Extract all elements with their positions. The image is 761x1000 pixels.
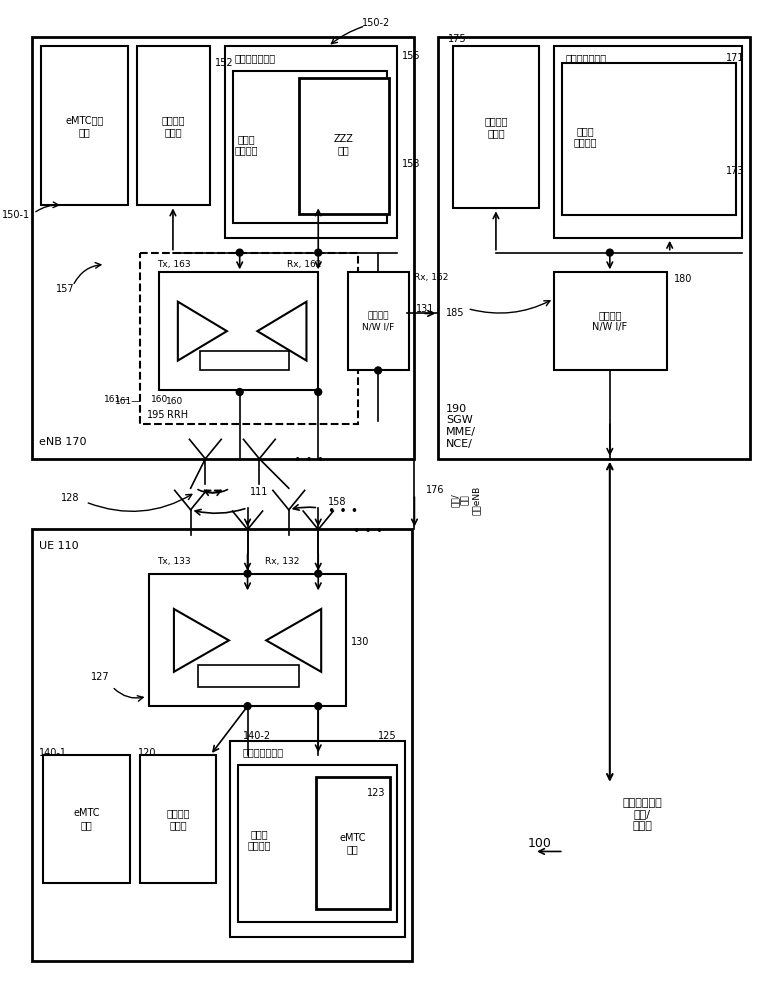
Circle shape — [236, 249, 243, 256]
Bar — [233, 71, 387, 223]
Circle shape — [607, 249, 613, 256]
Text: eMTC
模块: eMTC 模块 — [339, 833, 366, 854]
Text: 195: 195 — [148, 410, 166, 420]
Text: 计算机
程序代码: 计算机 程序代码 — [247, 829, 271, 850]
Bar — [554, 272, 667, 370]
Circle shape — [315, 703, 322, 710]
Text: 175: 175 — [447, 34, 466, 44]
Text: 155: 155 — [402, 51, 420, 61]
Text: （多个）存储器: （多个）存储器 — [243, 747, 284, 757]
Text: 185: 185 — [446, 308, 464, 318]
Text: （多个）其他
网络/
互联网: （多个）其他 网络/ 互联网 — [622, 798, 662, 831]
Text: ZZZ
模块: ZZZ 模块 — [334, 134, 354, 155]
Text: UE 110: UE 110 — [40, 541, 79, 551]
Text: 130: 130 — [351, 637, 369, 647]
Text: SGW: SGW — [446, 415, 473, 425]
Text: eMTC配置
模块: eMTC配置 模块 — [65, 115, 103, 137]
Text: 140-2: 140-2 — [243, 731, 271, 741]
Text: 计算机
程序代码: 计算机 程序代码 — [574, 126, 597, 148]
Text: 161—: 161— — [115, 397, 142, 406]
Bar — [298, 78, 389, 214]
Circle shape — [315, 249, 322, 256]
Text: 131: 131 — [416, 304, 435, 314]
Text: eMTC
模块: eMTC 模块 — [73, 808, 100, 830]
Text: 123: 123 — [367, 788, 385, 798]
Text: 158: 158 — [328, 497, 346, 507]
Text: 160: 160 — [151, 395, 169, 404]
Text: Rx, 132: Rx, 132 — [266, 557, 300, 566]
Bar — [200, 351, 288, 370]
Text: Tx, 163: Tx, 163 — [158, 260, 191, 269]
Bar — [159, 272, 318, 390]
Text: 152: 152 — [215, 58, 234, 68]
Text: 127: 127 — [91, 672, 109, 682]
Text: 140-1: 140-1 — [40, 748, 68, 758]
Text: 153: 153 — [402, 159, 420, 169]
Text: NCE/: NCE/ — [446, 439, 473, 449]
Text: • • •: • • • — [328, 505, 358, 518]
Circle shape — [374, 367, 381, 374]
Text: 171: 171 — [726, 53, 744, 63]
Bar — [438, 37, 750, 459]
Text: 173: 173 — [726, 166, 744, 176]
Circle shape — [315, 570, 322, 577]
Circle shape — [244, 570, 251, 577]
Text: RRH: RRH — [167, 410, 188, 420]
Text: 150-1: 150-1 — [2, 210, 30, 220]
Bar — [139, 755, 216, 883]
Text: （多个）
处理器: （多个） 处理器 — [484, 116, 508, 138]
Text: （多个）
处理器: （多个） 处理器 — [161, 115, 185, 137]
Text: 190: 190 — [446, 404, 467, 414]
Text: 150-2: 150-2 — [362, 18, 390, 28]
Circle shape — [244, 703, 251, 710]
Bar — [317, 777, 390, 909]
Bar — [199, 665, 298, 687]
Text: eNB 170: eNB 170 — [40, 437, 87, 447]
Bar — [554, 46, 742, 238]
Text: 180: 180 — [673, 274, 692, 284]
Text: 计算机
程序代码: 计算机 程序代码 — [235, 134, 258, 155]
Text: （多个）
N/W I/F: （多个） N/W I/F — [362, 312, 394, 331]
Text: • • •: • • • — [352, 525, 383, 538]
Bar — [562, 63, 737, 215]
Bar — [149, 574, 345, 706]
Bar — [31, 529, 412, 961]
Text: （多个）
N/W I/F: （多个） N/W I/F — [592, 311, 627, 332]
Text: 157: 157 — [56, 284, 75, 294]
Text: MME/: MME/ — [446, 427, 476, 437]
Text: 125: 125 — [378, 731, 396, 741]
Text: （多个）
处理器: （多个） 处理器 — [166, 808, 189, 830]
Circle shape — [315, 389, 322, 395]
Bar — [453, 46, 539, 208]
Text: Tx, 133: Tx, 133 — [158, 557, 191, 566]
Circle shape — [236, 389, 243, 395]
Text: • • •: • • • — [294, 454, 324, 467]
Bar — [230, 741, 405, 937]
Text: 128: 128 — [61, 493, 80, 503]
Bar — [225, 46, 396, 238]
Bar — [43, 755, 129, 883]
Text: 111: 111 — [250, 487, 269, 497]
Bar — [348, 272, 409, 370]
Bar — [139, 253, 358, 424]
Text: Rx, 162: Rx, 162 — [415, 273, 449, 282]
Text: 去往/
来自
其他eNB: 去往/ 来自 其他eNB — [451, 485, 480, 515]
Bar — [237, 765, 396, 922]
Text: 161—: 161— — [103, 395, 129, 404]
Text: Rx, 162: Rx, 162 — [287, 260, 321, 269]
Text: 120: 120 — [138, 748, 156, 758]
Text: 176: 176 — [426, 485, 444, 495]
Text: （多个）存储器: （多个）存储器 — [565, 53, 607, 63]
Text: 100: 100 — [527, 837, 551, 850]
Text: （多个）存储器: （多个）存储器 — [235, 53, 276, 63]
Bar — [137, 46, 210, 205]
Text: 160: 160 — [166, 397, 183, 406]
Bar — [31, 37, 415, 459]
Bar — [41, 46, 128, 205]
